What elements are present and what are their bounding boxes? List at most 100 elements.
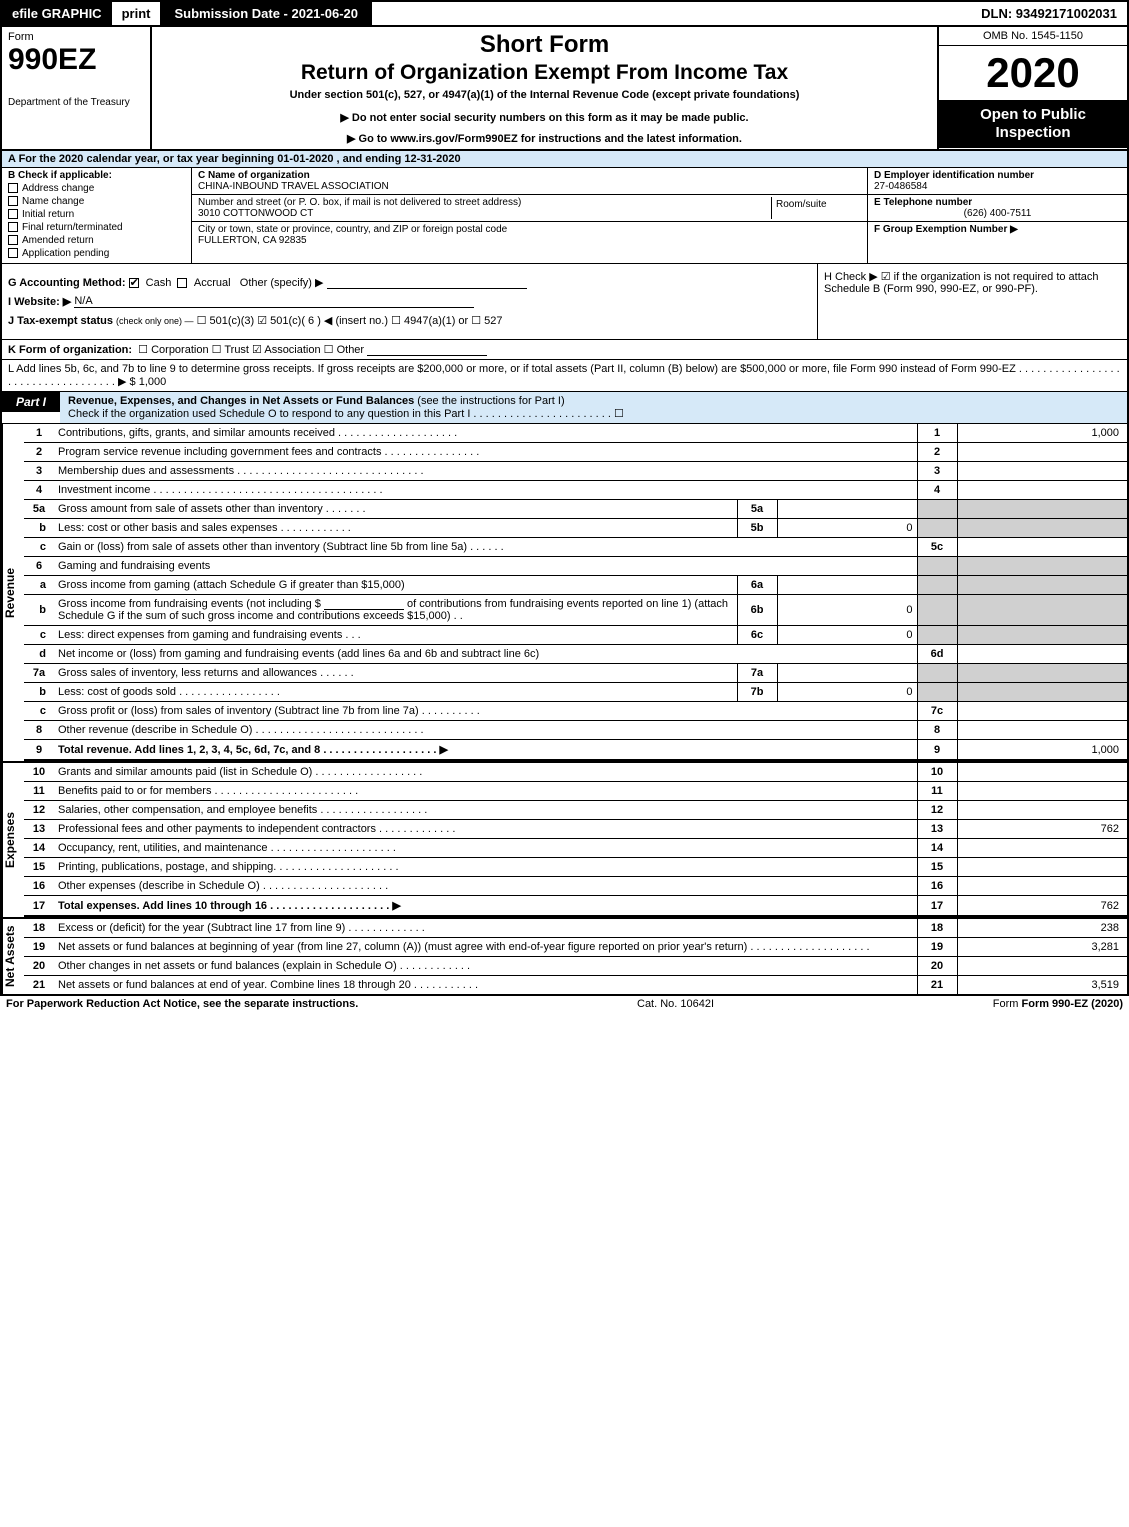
line-13-desc: Professional fees and other payments to … [54, 820, 917, 839]
line-14-desc: Occupancy, rent, utilities, and maintena… [54, 839, 917, 858]
line-5b-mini: 5b [737, 519, 777, 538]
line-5a-desc: Gross amount from sale of assets other t… [54, 500, 737, 519]
expenses-side-label: Expenses [2, 763, 24, 917]
line-18-col: 18 [917, 919, 957, 938]
phone-value: (626) 400-7511 [874, 208, 1121, 219]
line-5a-shade [917, 500, 957, 519]
line-6c-desc: Less: direct expenses from gaming and fu… [54, 626, 737, 645]
checkbox-cash[interactable] [129, 278, 139, 288]
line-17-val: 762 [957, 896, 1127, 917]
checkbox-initial-return[interactable] [8, 209, 18, 219]
line-10: 10 Grants and similar amounts paid (list… [24, 763, 1127, 782]
city-value: FULLERTON, CA 92835 [198, 235, 861, 246]
part1-title: Revenue, Expenses, and Changes in Net As… [68, 395, 414, 407]
line-2-col: 2 [917, 443, 957, 462]
section-h-text: H Check ▶ ☑ if the organization is not r… [824, 270, 1121, 295]
top-bar: efile GRAPHIC print Submission Date - 20… [0, 0, 1129, 27]
line-6b-desc1: Gross income from fundraising events (no… [58, 598, 321, 610]
line-7c-val [957, 702, 1127, 721]
line-5b-mval: 0 [777, 519, 917, 538]
line-13-num: 13 [24, 820, 54, 839]
section-l: L Add lines 5b, 6c, and 7b to line 9 to … [0, 360, 1129, 392]
revenue-section: Revenue 1 Contributions, gifts, grants, … [0, 424, 1129, 763]
line-12: 12 Salaries, other compensation, and emp… [24, 801, 1127, 820]
efile-button[interactable]: efile GRAPHIC [2, 2, 112, 25]
line-17-col: 17 [917, 896, 957, 917]
line-21: 21 Net assets or fund balances at end of… [24, 976, 1127, 995]
line-12-desc: Salaries, other compensation, and employ… [54, 801, 917, 820]
line-18-desc: Excess or (deficit) for the year (Subtra… [54, 919, 917, 938]
form-org-label: K Form of organization: [8, 344, 132, 356]
line-20: 20 Other changes in net assets or fund b… [24, 957, 1127, 976]
line-2: 2 Program service revenue including gove… [24, 443, 1127, 462]
line-7b-mini: 7b [737, 683, 777, 702]
line-6-desc: Gaming and fundraising events [54, 557, 917, 576]
part1-title-wrap: Revenue, Expenses, and Changes in Net As… [60, 392, 1127, 423]
line-15-num: 15 [24, 858, 54, 877]
tax-exempt-label: J Tax-exempt status [8, 315, 113, 327]
expenses-table: 10 Grants and similar amounts paid (list… [24, 763, 1127, 917]
line-3-val [957, 462, 1127, 481]
line-1-num: 1 [24, 424, 54, 443]
checkbox-final-return[interactable] [8, 222, 18, 232]
form-org-options[interactable]: ☐ Corporation ☐ Trust ☑ Association ☐ Ot… [138, 344, 364, 356]
line-7c: c Gross profit or (loss) from sales of i… [24, 702, 1127, 721]
line-7b-desc: Less: cost of goods sold . . . . . . . .… [54, 683, 737, 702]
form-header-left: Form 990EZ Department of the Treasury [2, 27, 152, 149]
net-assets-section: Net Assets 18 Excess or (deficit) for th… [0, 919, 1129, 996]
tax-exempt-options[interactable]: ☐ 501(c)(3) ☑ 501(c)( 6 ) ◀ (insert no.)… [197, 315, 503, 327]
line-20-desc: Other changes in net assets or fund bala… [54, 957, 917, 976]
checkbox-amended[interactable] [8, 235, 18, 245]
label-amended: Amended return [22, 235, 94, 246]
line-6a-shade-val [957, 576, 1127, 595]
line-1-desc: Contributions, gifts, grants, and simila… [54, 424, 917, 443]
line-10-val [957, 763, 1127, 782]
line-7b-shade [917, 683, 957, 702]
line-7a-desc: Gross sales of inventory, less returns a… [54, 664, 737, 683]
line-6a-mini: 6a [737, 576, 777, 595]
line-21-col: 21 [917, 976, 957, 995]
line-19-desc: Net assets or fund balances at beginning… [54, 938, 917, 957]
line-9-col: 9 [917, 740, 957, 761]
group-exemption-label: F Group Exemption Number ▶ [874, 224, 1121, 235]
line-6-shade-val [957, 557, 1127, 576]
line-21-val: 3,519 [957, 976, 1127, 995]
other-specify-input[interactable] [327, 288, 527, 289]
line-7b: b Less: cost of goods sold . . . . . . .… [24, 683, 1127, 702]
line-21-desc: Net assets or fund balances at end of ye… [54, 976, 917, 995]
line-3-col: 3 [917, 462, 957, 481]
line-8-col: 8 [917, 721, 957, 740]
checkbox-name-change[interactable] [8, 196, 18, 206]
line-11-desc: Benefits paid to or for members . . . . … [54, 782, 917, 801]
print-button[interactable]: print [112, 6, 161, 21]
form-org-other-input[interactable] [367, 355, 487, 356]
line-12-col: 12 [917, 801, 957, 820]
line-13-col: 13 [917, 820, 957, 839]
checkbox-address-change[interactable] [8, 183, 18, 193]
line-6d-desc: Net income or (loss) from gaming and fun… [54, 645, 917, 664]
line-6a-desc: Gross income from gaming (attach Schedul… [54, 576, 737, 595]
line-16-val [957, 877, 1127, 896]
phone-label: E Telephone number [874, 197, 1121, 208]
label-final-return: Final return/terminated [22, 222, 123, 233]
section-b: B Check if applicable: Address change Na… [2, 168, 192, 263]
line-6-shade [917, 557, 957, 576]
accounting-method-label: G Accounting Method: [8, 277, 126, 289]
line-6a-num: a [24, 576, 54, 595]
street-label: Number and street (or P. O. box, if mail… [198, 197, 771, 208]
part1-title-note: (see the instructions for Part I) [417, 395, 564, 407]
line-5a-mini: 5a [737, 500, 777, 519]
line-7a-num: 7a [24, 664, 54, 683]
line-12-val [957, 801, 1127, 820]
line-7a-shade [917, 664, 957, 683]
checkbox-app-pending[interactable] [8, 248, 18, 258]
line-5c-num: c [24, 538, 54, 557]
checkbox-accrual[interactable] [177, 278, 187, 288]
line-5b-desc: Less: cost or other basis and sales expe… [54, 519, 737, 538]
line-12-num: 12 [24, 801, 54, 820]
line-14-num: 14 [24, 839, 54, 858]
line-21-num: 21 [24, 976, 54, 995]
line-11-num: 11 [24, 782, 54, 801]
goto-link[interactable]: ▶ Go to www.irs.gov/Form990EZ for instru… [160, 132, 929, 145]
line-3: 3 Membership dues and assessments . . . … [24, 462, 1127, 481]
